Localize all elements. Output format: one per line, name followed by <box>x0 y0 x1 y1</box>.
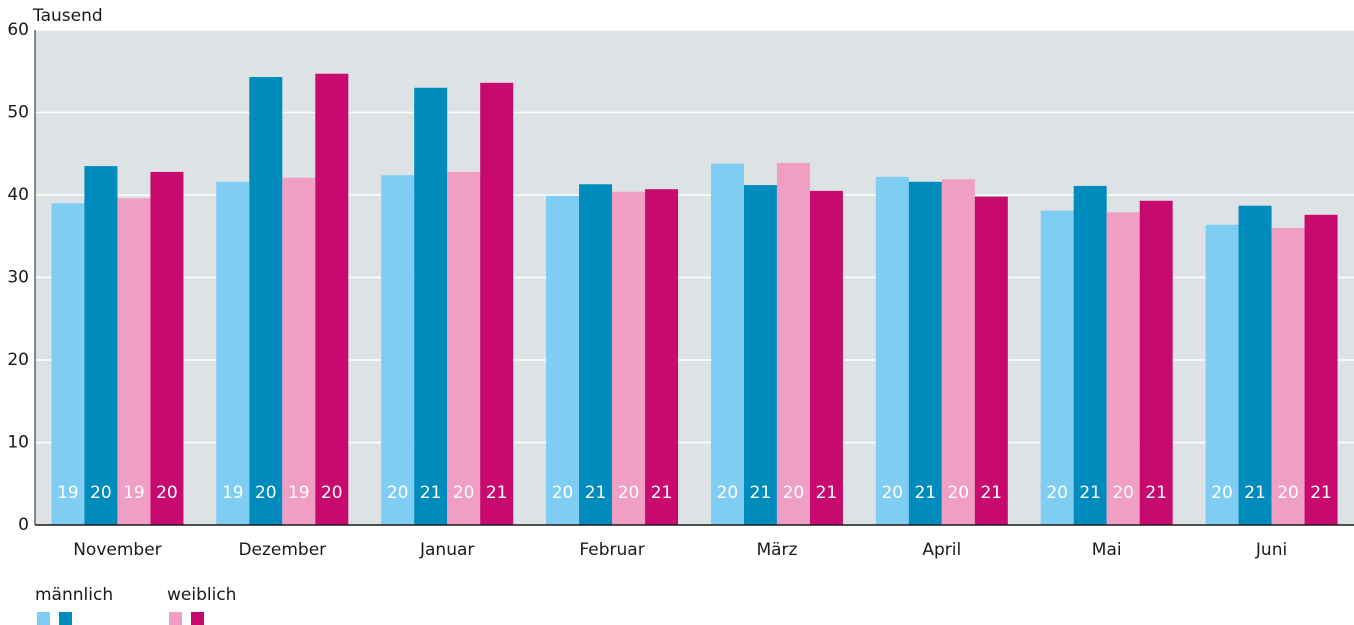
bar-year-label: 20 <box>552 483 574 503</box>
bar-year-label: 20 <box>783 483 805 503</box>
bar <box>546 195 580 525</box>
bar-year-label: 20 <box>1211 483 1233 503</box>
bar <box>1106 212 1140 525</box>
x-tick-label: Dezember <box>238 540 326 560</box>
bar <box>447 171 481 525</box>
y-tick-label: 30 <box>7 268 29 288</box>
bar-year-label: 20 <box>1112 483 1134 503</box>
bar-year-label: 19 <box>222 483 244 503</box>
bar <box>1205 224 1239 525</box>
bar <box>612 191 646 525</box>
bar-year-label: 20 <box>255 483 277 503</box>
bar-year-label: 21 <box>1244 483 1266 503</box>
bar-year-label: 20 <box>717 483 739 503</box>
bar-year-label: 21 <box>585 483 607 503</box>
bar <box>1040 210 1074 526</box>
bar-year-label: 21 <box>486 483 508 503</box>
bar <box>315 73 349 525</box>
y-tick-label: 20 <box>7 350 29 370</box>
bar-year-label: 21 <box>651 483 673 503</box>
bar <box>974 196 1008 525</box>
bar-year-label: 21 <box>750 483 772 503</box>
bar <box>1271 228 1305 525</box>
bar-year-label: 19 <box>123 483 145 503</box>
bar-year-label: 20 <box>947 483 969 503</box>
bar-year-label: 20 <box>387 483 409 503</box>
bar <box>645 189 679 525</box>
bar-year-label: 20 <box>1046 483 1068 503</box>
y-tick-label: 10 <box>7 433 29 453</box>
y-axis-label: Tausend <box>32 6 103 26</box>
bar <box>1073 185 1107 526</box>
x-tick-label: Juni <box>1255 540 1287 560</box>
bar-year-label: 19 <box>57 483 79 503</box>
bar <box>414 87 448 525</box>
bar <box>776 162 810 525</box>
bar <box>941 179 975 525</box>
bar <box>1304 214 1338 526</box>
legend-swatch <box>37 612 50 625</box>
bar-year-label: 19 <box>288 483 310 503</box>
bar <box>710 163 744 525</box>
bar-year-label: 20 <box>156 483 178 503</box>
x-tick-label: Februar <box>579 540 644 560</box>
bar <box>480 82 514 526</box>
legend-swatch <box>191 612 204 625</box>
bar-year-label: 21 <box>1310 483 1332 503</box>
y-tick-label: 0 <box>18 515 29 535</box>
bar <box>216 181 250 526</box>
y-tick-label: 50 <box>7 103 29 123</box>
y-tick-label: 40 <box>7 185 29 205</box>
bar-year-label: 21 <box>914 483 936 503</box>
bar-year-label: 21 <box>1079 483 1101 503</box>
bar <box>150 171 184 525</box>
bar <box>579 184 613 525</box>
bar <box>249 77 283 526</box>
bar-year-label: 21 <box>980 483 1002 503</box>
bar-year-label: 21 <box>816 483 838 503</box>
legend-swatch <box>59 612 72 625</box>
bar-year-label: 20 <box>1277 483 1299 503</box>
legend-label: männlich <box>35 585 113 605</box>
bar <box>84 166 118 525</box>
x-tick-label: März <box>756 540 797 560</box>
x-tick-label: April <box>922 540 961 560</box>
bar <box>381 175 415 525</box>
y-tick-label: 60 <box>7 20 29 40</box>
bar-year-label: 20 <box>90 483 112 503</box>
bar <box>1238 205 1272 525</box>
bar <box>282 177 316 526</box>
bar-year-label: 20 <box>321 483 343 503</box>
bar-year-label: 20 <box>881 483 903 503</box>
bar-year-label: 20 <box>453 483 475 503</box>
legend-swatch <box>169 612 182 625</box>
x-tick-label: Januar <box>419 540 474 560</box>
bar <box>875 176 909 525</box>
bar <box>743 185 777 525</box>
bar <box>117 198 151 526</box>
legend-label: weiblich <box>167 585 236 605</box>
bar <box>809 190 843 525</box>
bar-year-label: 20 <box>618 483 640 503</box>
bar <box>908 181 942 526</box>
bar <box>51 203 85 525</box>
bar-year-label: 21 <box>1145 483 1167 503</box>
bar-year-label: 21 <box>420 483 442 503</box>
x-tick-label: Mai <box>1092 540 1122 560</box>
x-tick-label: November <box>73 540 161 560</box>
bar <box>1139 200 1173 525</box>
